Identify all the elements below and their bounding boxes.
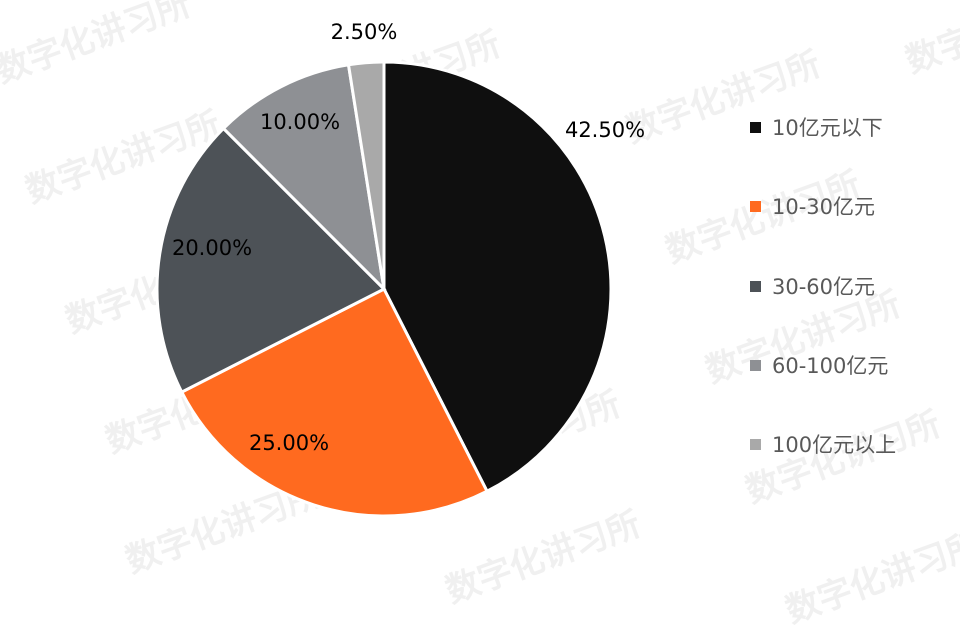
data-label-4: 10.00% bbox=[259, 110, 341, 134]
legend-label: 30-60亿元 bbox=[772, 275, 876, 299]
legend-label: 60-100亿元 bbox=[772, 354, 889, 378]
pie-slice-2 bbox=[179, 286, 490, 518]
data-label-3: 20.00% bbox=[171, 236, 253, 260]
legend-item-1: 10亿元以下 bbox=[750, 112, 883, 142]
legend-item-4: 60-100亿元 bbox=[750, 350, 888, 380]
legend-swatch bbox=[750, 438, 761, 450]
pie-chart bbox=[155, 60, 613, 518]
legend-item-3: 30-60亿元 bbox=[750, 271, 875, 301]
pie-slice-5 bbox=[346, 60, 386, 290]
legend-label: 10-30亿元 bbox=[772, 195, 876, 219]
legend-label: 100亿元以上 bbox=[772, 433, 897, 457]
data-label-5: 2.50% bbox=[330, 20, 398, 44]
legend-item-2: 10-30亿元 bbox=[750, 191, 875, 221]
data-label-2: 25.00% bbox=[248, 431, 330, 455]
pie-slice-4 bbox=[221, 63, 387, 294]
legend-swatch bbox=[750, 280, 761, 292]
data-label-1: 42.50% bbox=[564, 118, 646, 142]
legend-item-5: 100亿元以上 bbox=[750, 429, 896, 459]
legend-swatch bbox=[750, 359, 761, 371]
pie-slice-1 bbox=[382, 60, 613, 494]
legend-swatch bbox=[750, 200, 761, 212]
legend-swatch bbox=[750, 121, 761, 133]
legend-label: 10亿元以下 bbox=[772, 116, 883, 140]
pie-slice-3 bbox=[155, 126, 387, 395]
